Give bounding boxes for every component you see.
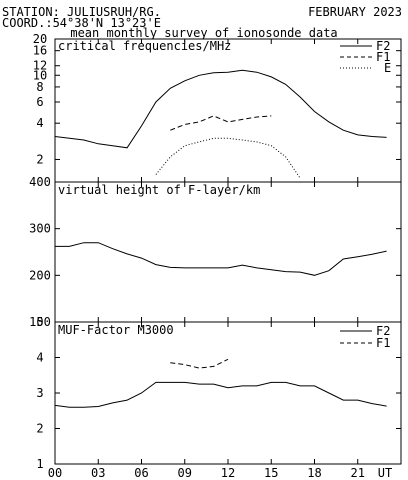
y-tick-label: 10: [33, 68, 47, 82]
y-tick-label: 20: [33, 32, 47, 46]
y-tick-label: 4: [36, 116, 43, 130]
legend-muf-f2-label: F2: [376, 324, 390, 338]
x-tick-label: 12: [221, 466, 235, 480]
x-tick-label: 18: [307, 466, 321, 480]
series-line-f2: [54, 381, 387, 408]
y-tick-label: 1: [36, 457, 43, 471]
y-tick-label: 6: [36, 95, 43, 109]
y-tick-label: 8: [36, 80, 43, 94]
series-line-f1: [170, 358, 229, 369]
legend-f2-label: F2: [376, 39, 390, 53]
subtitle-label: mean monthly survey of ionosonde data: [70, 26, 337, 40]
x-tick-label: 21: [351, 466, 365, 480]
y-tick-label: 4: [36, 351, 43, 365]
x-tick-label: 15: [264, 466, 278, 480]
y-tick-label: 3: [36, 386, 43, 400]
x-axis-unit-label: UT: [378, 466, 392, 480]
x-tick-label: 00: [48, 466, 62, 480]
series-line-height: [55, 242, 387, 276]
legend-muf-f1-label: F1: [376, 336, 390, 350]
legend-e-label: E: [384, 61, 391, 75]
month-label: FEBRUARY 2023: [308, 5, 402, 19]
y-tick-label: 300: [29, 222, 51, 236]
y-tick-label: 16: [33, 44, 47, 58]
legend-f1-label: F1: [376, 50, 390, 64]
y-tick-label: 100: [29, 315, 51, 329]
y-tick-label: 200: [29, 268, 51, 282]
y-tick-label: 12: [33, 59, 47, 73]
series-line-e: [155, 137, 301, 179]
series-line-f1: [170, 115, 272, 131]
panel-muf-title: MUF-Factor M3000: [58, 323, 174, 337]
series-line-f2: [54, 69, 387, 149]
y-tick-label: 2: [36, 152, 43, 166]
x-tick-label: 06: [134, 466, 148, 480]
y-tick-label: 2: [36, 422, 43, 436]
y-tick-label: 400: [29, 175, 51, 189]
station-label: STATION: JULIUSRUH/RG.: [2, 5, 161, 19]
x-tick-label: 09: [178, 466, 192, 480]
panel-height-frame: [54, 181, 402, 323]
x-tick-label: 03: [91, 466, 105, 480]
panel-frequencies-frame: [54, 38, 402, 183]
y-tick-label: 5: [36, 315, 43, 329]
panel-height-title: virtual height of F-layer/km: [58, 183, 260, 197]
panel-frequencies-title: critical frequencies/MHz: [58, 39, 231, 53]
coord-label: COORD.:54°38'N 13°23'E: [2, 16, 161, 30]
